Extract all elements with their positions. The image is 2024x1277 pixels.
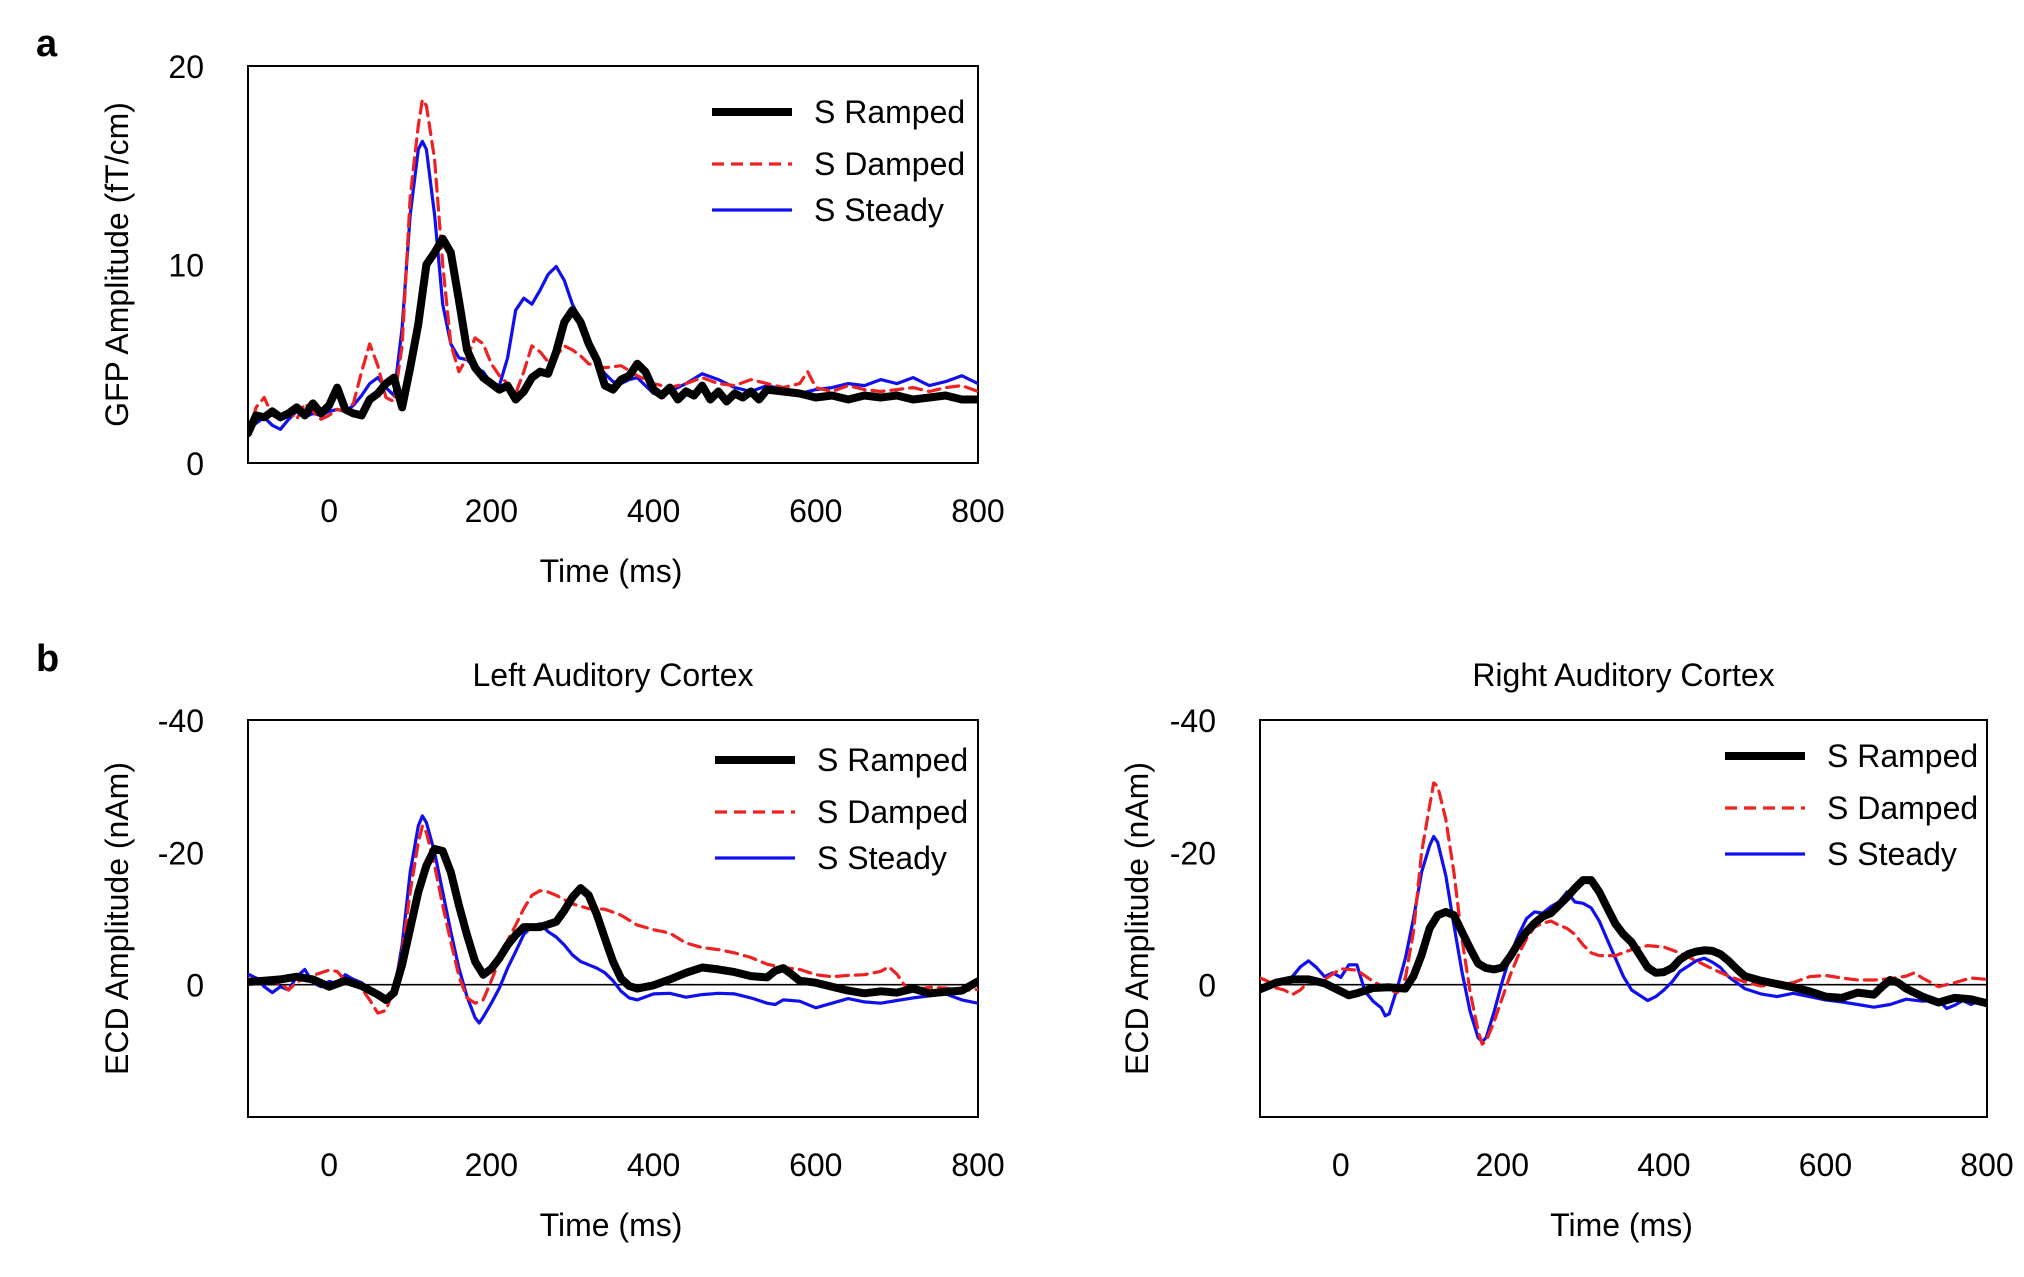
x-tick-label: 0 — [1332, 1147, 1350, 1183]
legend-label-ramped: S Ramped — [1827, 738, 1978, 774]
x-axis-title: Time (ms) — [540, 553, 683, 589]
y-tick-label: 20 — [168, 49, 204, 85]
x-tick-label: 600 — [1799, 1147, 1852, 1183]
x-axis-title: Time (ms) — [1550, 1207, 1693, 1243]
chart-gfp-amplitude: 0 200 400 600 800 0 10 20 Time (ms) GFP Amplitude… — [99, 49, 1005, 589]
y-axis-title: ECD Amplitude (nAm) — [99, 762, 135, 1075]
plot-title: Right Auditory Cortex — [1472, 657, 1774, 693]
y-axis-title: GFP Amplitude (fT/cm) — [99, 102, 135, 427]
x-tick-label: 600 — [789, 493, 842, 529]
series-line-ramped — [248, 845, 978, 1004]
x-tick-label: 600 — [789, 1147, 842, 1183]
legend-label-steady: S Steady — [814, 192, 944, 228]
series-line-ramped — [248, 234, 978, 438]
series-line-damped — [248, 98, 978, 437]
chart-left-auditory-cortex: Left Auditory Cortex 0 200 400 600 800 -40 -20 0… — [99, 657, 1005, 1243]
y-tick-label: -20 — [158, 835, 204, 871]
panel-label-b: b — [36, 638, 59, 680]
chart-right-auditory-cortex: Right Auditory Cortex 0 200 400 600 800 -40 -20… — [1119, 657, 2014, 1243]
series-line-steady — [248, 814, 978, 1025]
x-tick-label: 400 — [627, 1147, 680, 1183]
series-line-damped — [1260, 781, 1987, 1046]
y-tick-label: 10 — [168, 248, 204, 284]
series-line-ramped — [1260, 876, 1987, 1008]
series-line-damped — [248, 824, 978, 1015]
legend-label-damped: S Damped — [814, 146, 965, 182]
x-tick-label: 400 — [627, 493, 680, 529]
y-tick-label: 0 — [186, 968, 204, 1004]
y-tick-label: -20 — [1170, 835, 1216, 871]
x-tick-label: 200 — [1476, 1147, 1529, 1183]
x-tick-label: 0 — [320, 1147, 338, 1183]
x-tick-label: 0 — [320, 493, 338, 529]
plot-frame — [247, 719, 979, 1118]
y-tick-label: -40 — [1170, 703, 1216, 739]
y-axis-title: ECD Amplitude (nAm) — [1119, 762, 1155, 1075]
legend-label-damped: S Damped — [1827, 790, 1978, 826]
x-tick-label: 800 — [951, 1147, 1004, 1183]
y-tick-label: -40 — [158, 703, 204, 739]
x-tick-label: 200 — [465, 1147, 518, 1183]
plot-frame — [247, 65, 979, 464]
legend-label-ramped: S Ramped — [814, 94, 965, 130]
x-tick-label: 800 — [951, 493, 1004, 529]
plot-frame — [1259, 719, 1988, 1118]
x-tick-label: 800 — [1960, 1147, 2013, 1183]
y-tick-label: 0 — [1198, 968, 1216, 1004]
plot-title: Left Auditory Cortex — [472, 657, 753, 693]
x-tick-label: 400 — [1637, 1147, 1690, 1183]
x-tick-label: 200 — [465, 493, 518, 529]
legend-label-damped: S Damped — [817, 794, 968, 830]
y-tick-label: 0 — [186, 446, 204, 482]
x-axis-title: Time (ms) — [540, 1207, 683, 1243]
legend-label-steady: S Steady — [1827, 836, 1957, 872]
legend-label-steady: S Steady — [817, 840, 947, 876]
legend-label-ramped: S Ramped — [817, 742, 968, 778]
panel-label-a: a — [36, 23, 58, 65]
